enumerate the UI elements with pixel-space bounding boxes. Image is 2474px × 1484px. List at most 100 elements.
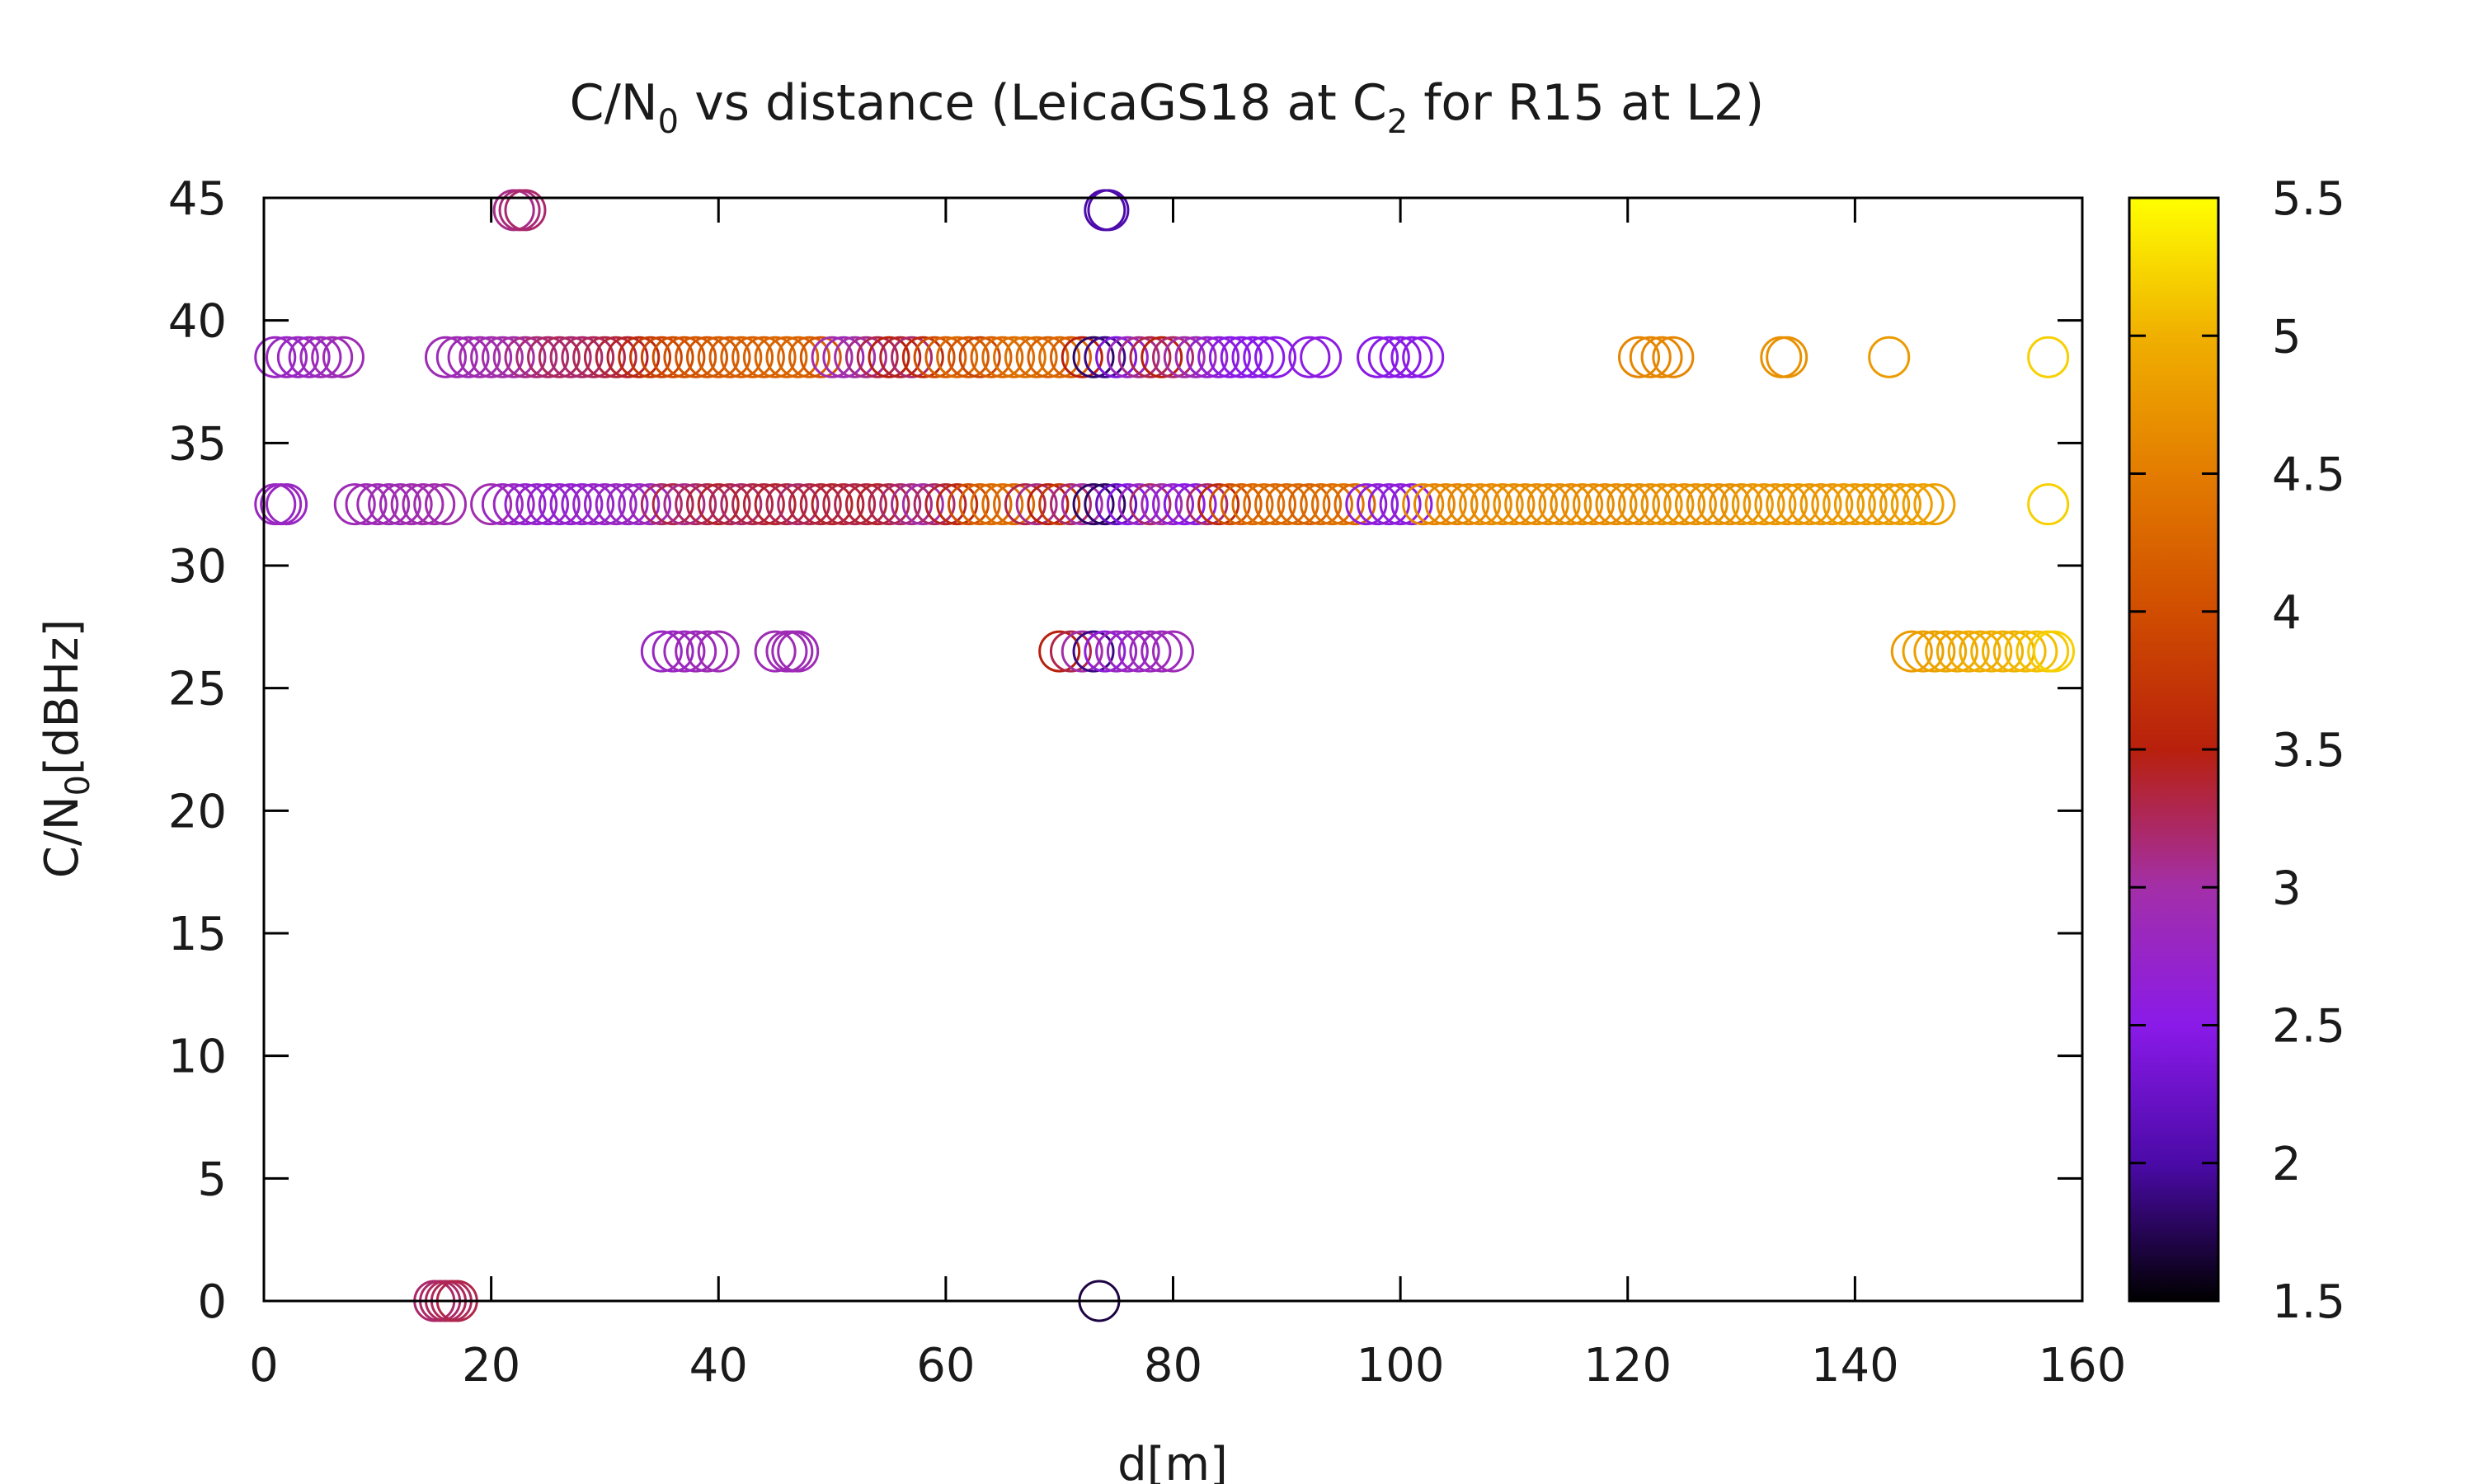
data-point (1129, 630, 1172, 673)
data-point (913, 336, 956, 378)
x-tick-label: 100 (1357, 1339, 1445, 1392)
data-point (1538, 483, 1581, 526)
data-point (425, 336, 467, 378)
data-point (1174, 483, 1217, 526)
data-point (685, 630, 728, 673)
data-point (1959, 630, 2001, 673)
data-point (1595, 483, 1638, 526)
data-point (1663, 483, 1706, 526)
data-point (1208, 336, 1251, 378)
data-point (459, 336, 501, 378)
colorbar-tick-label: 1.5 (2272, 1275, 2345, 1329)
colorbar-axis: 1.5 2 2.5 3 3.5 4 4.5 5 5.5 (2129, 172, 2345, 1329)
y-tick-label: 25 (168, 663, 227, 716)
y-tick-label: 15 (168, 908, 227, 961)
data-point (879, 483, 922, 526)
data-point (1061, 483, 1103, 526)
data-point (1845, 483, 1888, 526)
data-point (1982, 630, 2025, 673)
data-point (288, 336, 331, 378)
data-point (1868, 483, 1911, 526)
data-point (901, 483, 944, 526)
data-point (1526, 483, 1569, 526)
data-point (685, 483, 728, 526)
data-point (1208, 483, 1251, 526)
data-point (1379, 336, 1422, 378)
data-point (1004, 336, 1047, 378)
data-point (1186, 483, 1229, 526)
data-point (595, 483, 637, 526)
data-point (1117, 630, 1160, 673)
data-point (1106, 483, 1149, 526)
x-axis-label: d[m] (1117, 1438, 1228, 1484)
data-point (1061, 630, 1103, 673)
data-point (788, 336, 830, 378)
data-point (1084, 483, 1126, 526)
data-point (675, 630, 717, 673)
data-point (856, 483, 899, 526)
data-point (1561, 483, 1604, 526)
data-point (1322, 483, 1365, 526)
data-point (742, 336, 785, 378)
data-point (1265, 483, 1308, 526)
data-point (879, 336, 922, 378)
data-point (1357, 336, 1399, 378)
data-point (1141, 483, 1183, 526)
data-point (572, 336, 615, 378)
data-point (777, 336, 820, 378)
data-point (663, 336, 706, 378)
data-point (1913, 483, 1956, 526)
data-point (1186, 336, 1229, 378)
data-point (1823, 483, 1865, 526)
data-point (1686, 483, 1729, 526)
data-point (901, 336, 944, 378)
data-point (2004, 630, 2047, 673)
data-point (1640, 483, 1683, 526)
data-point (390, 483, 433, 526)
data-point (777, 483, 820, 526)
data-point (1652, 483, 1695, 526)
data-point (1197, 483, 1240, 526)
data-point (834, 483, 877, 526)
data-point (1174, 336, 1217, 378)
data-point (333, 483, 376, 526)
y-tick-label: 5 (197, 1153, 227, 1206)
data-point (527, 336, 570, 378)
data-point (1856, 483, 1899, 526)
data-point (1141, 630, 1183, 673)
data-point (2015, 630, 2058, 673)
data-point (993, 336, 1036, 378)
data-point (629, 483, 672, 526)
data-point (891, 336, 934, 378)
y-tick-label: 40 (168, 295, 227, 349)
data-point (1220, 483, 1263, 526)
data-point (1231, 483, 1274, 526)
y-tick-label: 35 (168, 417, 227, 471)
data-point (675, 483, 717, 526)
data-points (254, 189, 2076, 1322)
data-point (447, 336, 490, 378)
data-point (1799, 483, 1842, 526)
data-point (470, 336, 513, 378)
data-point (651, 336, 694, 378)
data-point (1141, 336, 1183, 378)
x-tick-label: 20 (462, 1339, 520, 1392)
data-point (1583, 483, 1626, 526)
data-point (606, 336, 649, 378)
data-point (981, 483, 1024, 526)
data-point (538, 483, 581, 526)
data-point (1288, 336, 1331, 378)
data-point (266, 483, 308, 526)
data-point (1004, 483, 1047, 526)
data-point (1027, 483, 1070, 526)
colorbar-tick-label: 4 (2272, 586, 2302, 640)
data-point (1879, 483, 1921, 526)
data-point (777, 630, 820, 673)
data-point (549, 483, 592, 526)
data-point (754, 630, 797, 673)
data-point (844, 483, 887, 526)
data-point (640, 336, 683, 378)
data-point (1129, 483, 1172, 526)
x-tick-label: 120 (1583, 1339, 1672, 1392)
data-point (1379, 483, 1422, 526)
